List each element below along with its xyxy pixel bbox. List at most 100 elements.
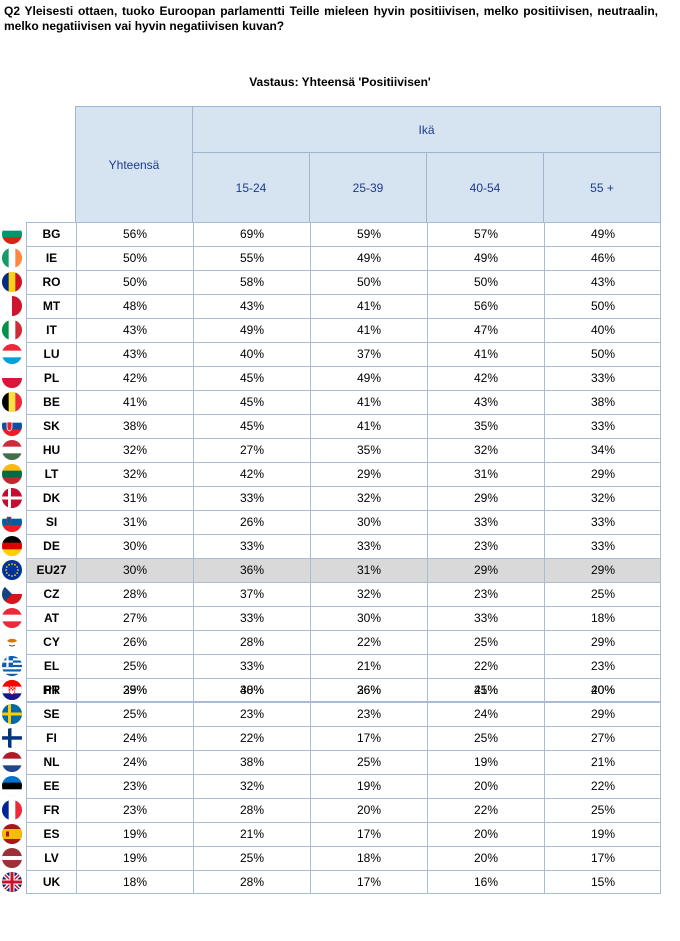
ie-flag-icon: [2, 248, 22, 268]
value-55-plus: 18%: [544, 607, 661, 630]
country-code: SE: [43, 707, 60, 721]
table-row-sk: SK 38% 45% 41% 35% 33%: [0, 414, 661, 438]
bg-flag-icon: [2, 224, 22, 244]
country-code: HU: [42, 443, 61, 457]
value-40-54: 25%: [427, 631, 544, 654]
country-code: AT: [43, 611, 60, 625]
value-total: 32%: [76, 439, 193, 462]
value-40-54: 29%: [427, 559, 544, 582]
country-code: HR: [42, 683, 61, 697]
value-25-39: 31%: [310, 559, 427, 582]
value-15-24: 27%: [193, 439, 310, 462]
value-15-24: 25%: [193, 847, 310, 870]
table-row-es: ES 19% 21% 17% 20% 19%: [0, 822, 661, 846]
value-15-24: 22%: [193, 727, 310, 750]
value-25-39: 30%: [310, 511, 427, 534]
it-flag-icon: [2, 320, 22, 340]
value-40-54: 23%: [427, 583, 544, 606]
value-40-54: 23%: [427, 535, 544, 558]
lt-flag-icon: [2, 464, 22, 484]
value-40-54: 57%: [427, 223, 544, 246]
value-55-plus: 46%: [544, 247, 661, 270]
value-40-54: 41%: [427, 679, 544, 702]
value-40-54: 16%: [427, 871, 544, 894]
table-row-dk: DK 31% 33% 32% 29% 32%: [0, 486, 661, 510]
value-total: 56%: [76, 223, 193, 246]
value-total: 24%: [76, 751, 193, 774]
value-40-54: 22%: [427, 655, 544, 678]
value-40-54: 20%: [427, 775, 544, 798]
country-code: EE: [43, 779, 60, 793]
value-total: 26%: [76, 631, 193, 654]
value-25-39: 49%: [310, 247, 427, 270]
value-15-24: 45%: [193, 415, 310, 438]
value-40-54: 19%: [427, 751, 544, 774]
value-total: 39%: [76, 679, 193, 702]
value-total: 18%: [76, 871, 193, 894]
value-55-plus: 27%: [544, 727, 661, 750]
value-15-24: 42%: [193, 463, 310, 486]
table-row-fi: FI 24% 22% 17% 25% 27%: [0, 726, 661, 750]
value-55-plus: 33%: [544, 511, 661, 534]
country-code: RO: [42, 275, 61, 289]
value-55-plus: 50%: [544, 295, 661, 318]
header-total: Yhteensä: [75, 106, 193, 223]
value-40-54: 35%: [427, 415, 544, 438]
country-code: CZ: [43, 587, 60, 601]
value-25-39: 21%: [310, 655, 427, 678]
value-55-plus: 38%: [544, 391, 661, 414]
table-row-si: SI 31% 26% 30% 33% 33%: [0, 510, 661, 534]
value-25-39: 32%: [310, 583, 427, 606]
country-code: SI: [45, 515, 58, 529]
value-55-plus: 25%: [544, 583, 661, 606]
value-total: 30%: [76, 559, 193, 582]
uk-flag-icon: [2, 872, 22, 892]
value-total: 31%: [76, 511, 193, 534]
value-total: 43%: [76, 319, 193, 342]
country-code: FR: [43, 803, 60, 817]
mt-flag-icon: [2, 296, 22, 316]
table-row-cz: CZ 28% 37% 32% 23% 25%: [0, 582, 661, 606]
country-code: FI: [46, 731, 57, 745]
value-total: 50%: [76, 247, 193, 270]
value-55-plus: 17%: [544, 847, 661, 870]
value-15-24: 28%: [193, 871, 310, 894]
value-15-24: 43%: [193, 295, 310, 318]
country-code: ES: [43, 827, 60, 841]
de-flag-icon: [2, 536, 22, 556]
fi-flag-icon: [2, 728, 22, 748]
value-40-54: 32%: [427, 439, 544, 462]
value-25-39: 22%: [310, 631, 427, 654]
value-15-24: 37%: [193, 583, 310, 606]
value-25-39: 41%: [310, 319, 427, 342]
value-total: 27%: [76, 607, 193, 630]
value-40-54: 33%: [427, 511, 544, 534]
table-row-ee: EE 23% 32% 19% 20% 22%: [0, 774, 661, 798]
table-row-lt: LT 32% 42% 29% 31% 29%: [0, 462, 661, 486]
value-total: 32%: [76, 463, 193, 486]
value-15-24: 38%: [193, 679, 310, 702]
value-25-39: 36%: [310, 679, 427, 702]
value-15-24: 33%: [193, 535, 310, 558]
value-55-plus: 25%: [544, 799, 661, 822]
country-code: CY: [43, 635, 60, 649]
country-code: PL: [43, 371, 60, 385]
value-55-plus: 23%: [544, 655, 661, 678]
value-40-54: 41%: [427, 343, 544, 366]
value-55-plus: 19%: [544, 823, 661, 846]
country-code: BG: [42, 227, 61, 241]
value-total: 28%: [76, 583, 193, 606]
value-15-24: 26%: [193, 511, 310, 534]
table-row-cy: CY 26% 28% 22% 25% 29%: [0, 630, 661, 654]
value-25-39: 50%: [310, 271, 427, 294]
value-15-24: 32%: [193, 775, 310, 798]
value-total: 43%: [76, 343, 193, 366]
at-flag-icon: [2, 608, 22, 628]
value-total: 23%: [76, 775, 193, 798]
table-row-hu: HU 32% 27% 35% 32% 34%: [0, 438, 661, 462]
table-row-it: IT 43% 49% 41% 47% 40%: [0, 318, 661, 342]
table-row-de: DE 30% 33% 33% 23% 33%: [0, 534, 661, 558]
value-25-39: 23%: [310, 703, 427, 726]
table-row-el: EL 25% 33% 21% 22% 23%: [0, 654, 661, 678]
value-25-39: 20%: [310, 799, 427, 822]
